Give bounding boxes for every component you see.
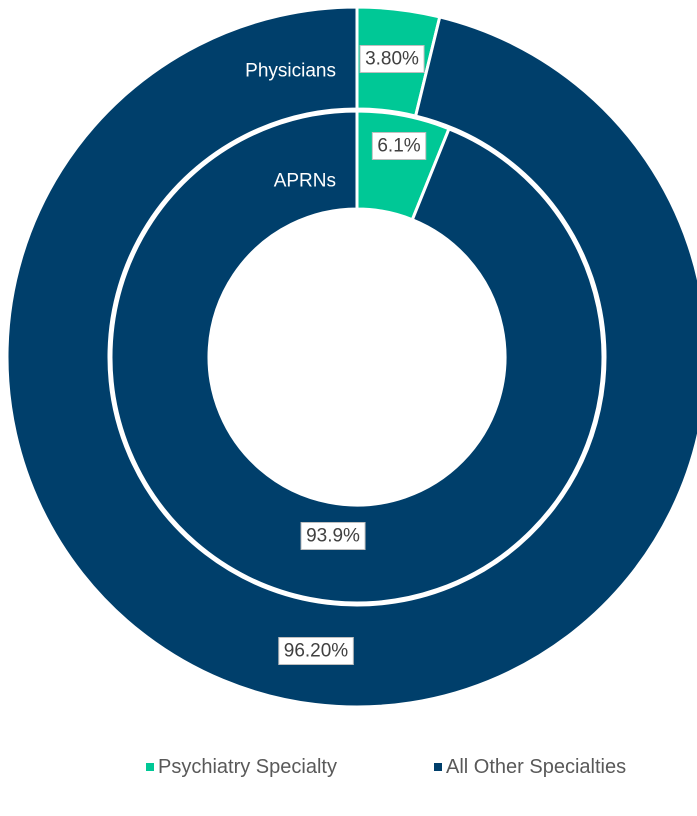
ring-label-physicians: Physicians <box>245 61 336 82</box>
legend-item-psychiatry-specialty: Psychiatry Specialty <box>146 756 337 778</box>
data-label-box <box>278 637 354 665</box>
legend-label-all-other-specialties: All Other Specialties <box>446 756 626 778</box>
legend-label-psychiatry-specialty: Psychiatry Specialty <box>158 756 337 778</box>
data-label-text: 3.80% <box>365 49 419 70</box>
data-label-physicians-psychiatry-specialty: 3.80% <box>359 45 425 73</box>
data-label-box <box>371 132 427 160</box>
ring-label-aprns: APRNs <box>274 171 336 192</box>
slice-aprns-all-other-specialties <box>109 109 605 605</box>
data-label-aprns-psychiatry-specialty: 6.1% <box>371 132 427 160</box>
legend-item-all-other-specialties: All Other Specialties <box>434 756 626 778</box>
data-label-physicians-all-other-specialties: 96.20% <box>278 637 354 665</box>
data-label-text: 93.9% <box>306 526 360 547</box>
data-label-box <box>359 45 425 73</box>
legend: Psychiatry Specialty All Other Specialtie… <box>146 756 626 778</box>
slice-physicians-all-other-specialties <box>5 5 697 709</box>
slices-layer <box>5 5 697 709</box>
data-label-text: 6.1% <box>377 136 420 157</box>
labels-layer: 3.80% 96.20% Physicians 6.1% 93.9% APRNs <box>245 45 427 665</box>
data-label-box <box>300 522 366 550</box>
legend-swatch-psychiatry-specialty <box>146 763 154 771</box>
data-label-aprns-all-other-specialties: 93.9% <box>300 522 366 550</box>
data-label-text: 96.20% <box>284 641 349 662</box>
legend-swatch-all-other-specialties <box>434 763 442 771</box>
